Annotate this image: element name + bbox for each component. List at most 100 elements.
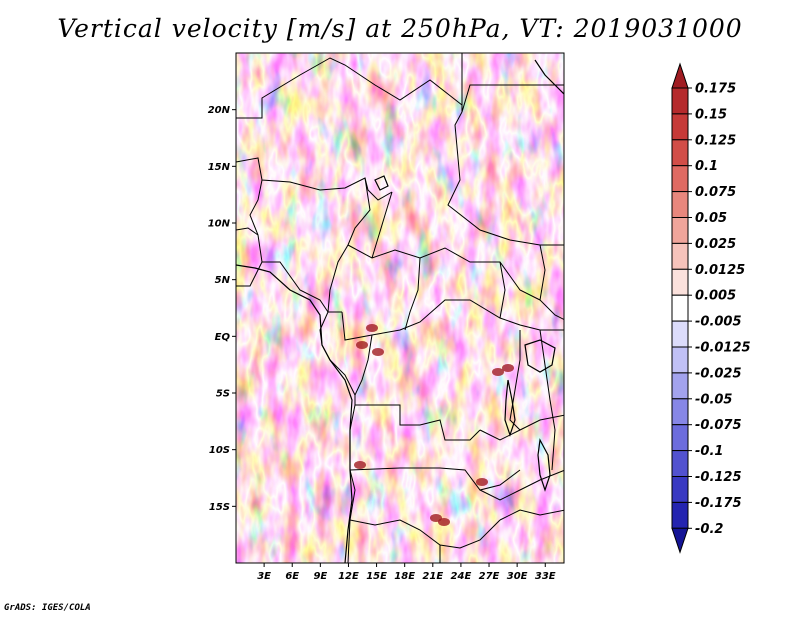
lake-malawi — [537, 438, 551, 492]
colorbar-label: -0.025 — [695, 366, 742, 381]
border-line — [347, 244, 541, 301]
colorbar-bottom-arrow — [671, 527, 689, 554]
chart-title: Vertical velocity [m/s] at 250hPa, VT: 2… — [57, 14, 743, 43]
colorbar-label: -0.005 — [695, 315, 742, 330]
colorbar-label: -0.0125 — [695, 341, 751, 356]
lon-label: 27E — [479, 571, 500, 582]
colorbar-label: 0.125 — [695, 133, 736, 148]
border-line — [341, 299, 564, 341]
grads-credit: GrADS: IGES/COLA — [4, 603, 91, 613]
lat-label: 10S — [209, 445, 230, 456]
colorbar-label: -0.1 — [695, 444, 723, 459]
border-line — [236, 261, 263, 287]
border-line — [236, 57, 463, 119]
coastline — [236, 264, 353, 563]
longitude-axis: 3E 6E 9E 12E 15E 18E 21E 24E 27E 30E 33E — [257, 563, 556, 582]
colorbar-swatch — [671, 476, 689, 503]
border-line — [447, 111, 564, 246]
ascent-hotspot — [372, 348, 384, 356]
ascent-hotspot — [438, 518, 450, 526]
border-line — [249, 179, 342, 313]
ascent-hotspot — [476, 478, 488, 486]
ascent-hotspot — [366, 324, 378, 332]
border-line — [499, 509, 564, 521]
colorbar-label: -0.075 — [695, 418, 742, 433]
border-line — [539, 329, 556, 471]
lon-label: 33E — [535, 571, 556, 582]
ascent-hotspot — [502, 364, 514, 372]
colorbar-swatch — [671, 294, 689, 322]
latitude-axis: 20N 15N 10N 5N EQ 5S 10S 15S — [208, 105, 236, 513]
border-line — [461, 53, 564, 113]
coastline-and-lakes — [236, 59, 564, 563]
colorbar-swatch — [671, 424, 689, 452]
border-line — [371, 191, 393, 259]
lon-label: 21E — [422, 571, 443, 582]
colorbar-swatch — [671, 242, 689, 270]
lat-label: 20N — [208, 105, 231, 116]
colorbar-swatch — [671, 87, 689, 115]
colorbar-swatch — [671, 320, 689, 348]
colorbar-label: 0.15 — [695, 107, 727, 122]
border-line — [349, 467, 521, 491]
colorbar-swatch — [671, 139, 689, 167]
border-line — [404, 257, 421, 331]
colorbar: 0.175 0.15 0.125 0.1 0.075 0.05 0.025 0.0125 0.0… — [671, 62, 751, 554]
colorbar-label: -0.125 — [695, 470, 742, 485]
colorbar-swatch — [671, 346, 689, 374]
velocity-field — [236, 53, 564, 563]
colorbar-label: 0.05 — [695, 211, 727, 226]
colorbar-label: 0.025 — [695, 237, 736, 252]
lat-label: 5N — [215, 275, 231, 286]
lake-victoria — [524, 339, 556, 373]
lon-label: 18E — [394, 571, 415, 582]
colorbar-swatch — [671, 450, 689, 478]
lon-label: 9E — [313, 571, 327, 582]
colorbar-swatch — [671, 217, 689, 244]
lon-label: 30E — [507, 571, 528, 582]
colorbar-swatch — [671, 191, 689, 219]
colorbar-swatch — [671, 372, 689, 400]
colorbar-swatch — [671, 398, 689, 426]
border-line — [236, 157, 393, 201]
colorbar-label: -0.175 — [695, 496, 742, 511]
border-line — [479, 469, 564, 501]
colorbar-swatch — [671, 268, 689, 296]
lat-label: 5S — [216, 389, 230, 400]
lon-label: 3E — [257, 571, 271, 582]
ascent-hotspot — [354, 461, 366, 469]
colorbar-label: 0.0125 — [695, 263, 745, 278]
red-sea-coast — [534, 59, 564, 95]
lon-label: 6E — [285, 571, 299, 582]
colorbar-swatch — [671, 113, 689, 141]
map-panel — [236, 53, 564, 563]
colorbar-label: 0.175 — [695, 82, 736, 97]
lat-label: 15S — [209, 502, 230, 513]
border-line — [354, 334, 481, 441]
border-line — [349, 519, 501, 549]
border-line — [539, 244, 564, 321]
lat-label: 10N — [208, 219, 231, 230]
lat-label: EQ — [215, 332, 231, 343]
country-borders — [236, 53, 564, 563]
border-line — [236, 227, 259, 236]
colorbar-label: -0.2 — [695, 522, 723, 537]
colorbar-top-arrow — [671, 62, 689, 89]
colorbar-label: -0.05 — [695, 392, 732, 407]
lake-chad — [374, 175, 389, 191]
ascent-hotspot — [492, 368, 504, 376]
map-frame — [235, 52, 565, 564]
colorbar-swatch — [671, 501, 689, 529]
lon-label: 24E — [451, 571, 472, 582]
ascent-hotspot — [356, 341, 368, 349]
colorbar-label: 0.1 — [695, 159, 718, 174]
colorbar-label: 0.075 — [695, 185, 736, 200]
colorbar-swatch — [671, 165, 689, 193]
lat-label: 15N — [208, 162, 231, 173]
lake-tanganyika — [504, 379, 516, 437]
lon-label: 12E — [338, 571, 359, 582]
border-line — [499, 261, 506, 319]
colorbar-label: 0.005 — [695, 289, 736, 304]
lon-label: 15E — [366, 571, 387, 582]
